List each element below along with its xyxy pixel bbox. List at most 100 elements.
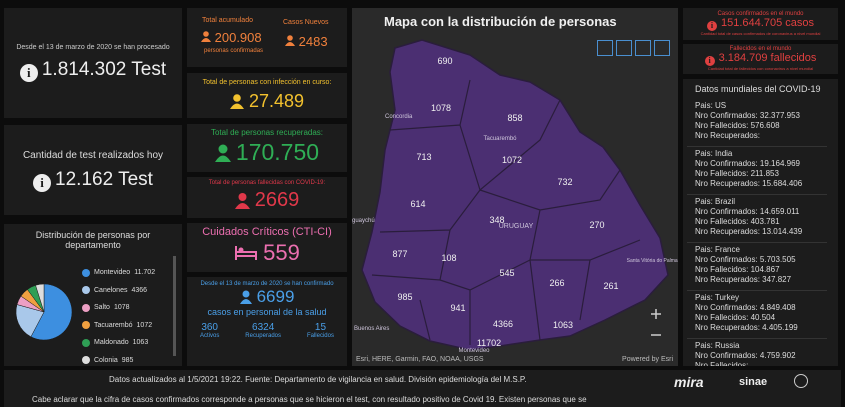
logo-mira: mira: [674, 374, 704, 390]
legend-value: 1078: [113, 304, 130, 312]
field-value: 40.504: [750, 313, 776, 322]
bed-icon: [235, 246, 258, 260]
place-label: Buenos Aires: [354, 326, 389, 332]
department-count: 713: [416, 152, 431, 162]
caption: Desde el 13 de marzo de 2020 se han conf…: [200, 281, 334, 287]
field-value: 32.377.953: [759, 111, 800, 120]
country-field: Pais: Turkey: [695, 293, 827, 303]
person-icon: [234, 192, 250, 209]
value: 12.162 Test: [55, 169, 153, 190]
recovered-panel: Total de personas recuperadas: 170.750: [187, 124, 347, 172]
zoom-controls[interactable]: [648, 305, 664, 345]
caption: Desde el 13 de marzo de 2020 se han proc…: [16, 44, 170, 51]
ministry-logo: [794, 374, 808, 388]
field-label: Nro Fallecidos:: [695, 121, 749, 130]
field-label: Nro Fallecidos:: [695, 265, 749, 274]
department-count: 877: [392, 249, 407, 259]
country-field: Pais: Russia: [695, 341, 827, 351]
uruguay-shape: [361, 39, 669, 351]
place-label: Concordia: [385, 114, 413, 120]
value: 3.184.709 fallecidos: [718, 52, 817, 64]
legend-name: Colonia: [94, 356, 118, 364]
label: Cuidados Críticos (CTI-CI): [202, 226, 332, 238]
field-label: Pais:: [695, 293, 713, 302]
home-button[interactable]: [597, 40, 613, 56]
scrollbar: [173, 256, 176, 356]
legend-value: 985: [121, 356, 134, 364]
country-field: Pais: India: [695, 149, 827, 159]
caption: Cantidad de test realizados hoy: [22, 150, 164, 161]
place-label: Tacuarembó: [483, 136, 517, 142]
field-value: US: [715, 101, 727, 110]
health-panel: Desde el 13 de marzo de 2020 se han conf…: [187, 277, 347, 366]
active-panel: Total de personas con infección en curso…: [187, 73, 347, 118]
department-count: 108: [441, 253, 456, 263]
field-value: India: [715, 149, 733, 158]
field-value: 104.867: [750, 265, 780, 274]
field-value: Brazil: [715, 197, 736, 206]
footer: Datos actualizados al 1/5/2021 19:22. Fu…: [4, 370, 841, 407]
legend-item: Canelones 4366: [82, 282, 155, 300]
country-field: Nro Confirmados: 32.377.953: [695, 111, 827, 121]
legend-swatch: [82, 321, 90, 330]
legend-item: Tacuarembó 1072: [82, 317, 155, 335]
place-label: Montevideo: [458, 348, 490, 354]
field-label: Nro Fallecidos:: [695, 217, 749, 226]
country-card: Pais: Brazil Nro Confirmados: 14.659.011 N…: [687, 195, 827, 243]
logo-sinae: sinae: [739, 376, 768, 388]
health-stat: 360 Activos: [200, 322, 219, 339]
label: Total de personas con infección en curso…: [202, 79, 332, 86]
field-label: Nro Recuperados:: [695, 323, 760, 332]
country-field: Nro Recuperados:: [695, 131, 827, 141]
value: 170.750: [235, 139, 320, 165]
country-field: Pais: Brazil: [695, 197, 827, 207]
value: 151.644.705 casos: [721, 17, 814, 29]
total-panel: Total acumulado 200.908 personas confirm…: [187, 8, 347, 67]
country-field: Pais: France: [695, 245, 827, 255]
legend-swatch: [82, 356, 90, 365]
country-field: Nro Fallecidos: 403.781: [695, 217, 827, 227]
department-count: 545: [499, 268, 514, 278]
field-value: 5.703.505: [759, 255, 796, 264]
field-value: 4.405.199: [762, 323, 798, 332]
country-card: Pais: France Nro Confirmados: 5.703.505 Nr…: [687, 243, 827, 291]
list-button[interactable]: [616, 40, 632, 56]
field-value: 4.849.408: [759, 303, 796, 312]
department-count: 266: [549, 278, 564, 288]
sub: casos en personal de la salud: [207, 307, 327, 317]
country-field: Nro Fallecidos: 40.504: [695, 313, 827, 323]
field-label: Nro Fallecidos:: [695, 361, 749, 366]
map-panel: Mapa con la distribución de personas 690…: [352, 8, 678, 366]
person-icon: [229, 94, 244, 109]
field-value: 211.853: [750, 169, 779, 178]
legend-item: Maldonado 1063: [82, 334, 155, 352]
country-card: Pais: India Nro Confirmados: 19.164.969 Nr…: [687, 147, 827, 195]
map-title: Mapa con la distribución de personas: [384, 14, 617, 29]
department-count: 1078: [431, 103, 451, 113]
stat-value: 15: [314, 322, 327, 333]
tests-total-panel: Desde el 13 de marzo de 2020 se han proc…: [4, 8, 182, 118]
department-count: 941: [450, 303, 465, 313]
map-tools: [597, 40, 670, 56]
field-value: 576.608: [750, 121, 780, 130]
stat-value: 6324: [252, 322, 275, 333]
field-label: Pais:: [695, 245, 713, 254]
place-label: Santa Vitória do Palmar: [627, 258, 678, 264]
field-value: France: [715, 245, 740, 254]
field-value: 15.684.406: [762, 179, 803, 188]
sub: Cantidad total de casos confirmados de c…: [700, 31, 821, 36]
department-count: 1072: [502, 155, 522, 165]
health-stat: 15 Fallecidos: [307, 322, 334, 339]
basemap-button[interactable]: [654, 40, 670, 56]
department-count: 348: [489, 215, 504, 225]
legend-item: Colonia 985: [82, 352, 155, 367]
field-value: 4.759.902: [759, 351, 796, 360]
field-label: Nro Fallecidos:: [695, 169, 749, 178]
stat-label: Activos: [199, 333, 220, 339]
person-icon: [214, 144, 231, 162]
layers-button[interactable]: [635, 40, 651, 56]
field-label: Pais:: [695, 341, 713, 350]
field-value: 14.659.011: [759, 207, 800, 216]
department-count: 261: [603, 281, 618, 291]
